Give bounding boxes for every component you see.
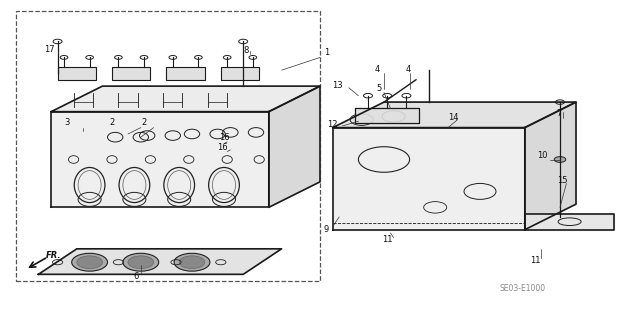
Text: 5: 5	[376, 84, 381, 93]
Polygon shape	[51, 112, 269, 207]
Text: 12: 12	[328, 120, 338, 129]
Ellipse shape	[554, 157, 566, 162]
Polygon shape	[333, 128, 525, 230]
Text: 11: 11	[382, 235, 392, 244]
Text: 6: 6	[134, 272, 139, 281]
Text: 11: 11	[530, 256, 540, 265]
Text: 2: 2	[141, 118, 147, 127]
Bar	[16, 11, 320, 281]
Text: 13: 13	[332, 81, 342, 90]
Ellipse shape	[123, 253, 159, 271]
Bar	[166, 67, 205, 80]
Ellipse shape	[72, 253, 108, 271]
Polygon shape	[333, 102, 576, 128]
Polygon shape	[38, 249, 282, 274]
Text: 1: 1	[324, 48, 329, 57]
Ellipse shape	[77, 256, 102, 269]
Polygon shape	[269, 86, 320, 207]
Ellipse shape	[174, 253, 210, 271]
Text: 9: 9	[324, 225, 329, 234]
Text: 17: 17	[44, 45, 54, 54]
Text: 7: 7	[556, 109, 561, 118]
Text: 16: 16	[219, 133, 229, 142]
Ellipse shape	[128, 256, 154, 269]
Bar	[112, 67, 150, 80]
Text: 15: 15	[557, 176, 567, 185]
Polygon shape	[51, 86, 320, 112]
Polygon shape	[525, 102, 576, 230]
Text: FR.: FR.	[46, 251, 61, 260]
Polygon shape	[355, 108, 419, 123]
Text: 10: 10	[537, 151, 547, 160]
Ellipse shape	[179, 256, 205, 269]
Text: SE03-E1000: SE03-E1000	[499, 285, 545, 293]
Text: 4: 4	[406, 65, 411, 74]
Polygon shape	[525, 214, 614, 230]
Text: 4: 4	[375, 65, 380, 74]
Bar	[221, 67, 259, 80]
Text: 3: 3	[65, 118, 70, 127]
Text: 8: 8	[244, 46, 249, 55]
Bar	[58, 67, 96, 80]
Text: 2: 2	[109, 118, 115, 127]
Text: 16: 16	[217, 143, 227, 152]
Text: 14: 14	[448, 113, 458, 122]
